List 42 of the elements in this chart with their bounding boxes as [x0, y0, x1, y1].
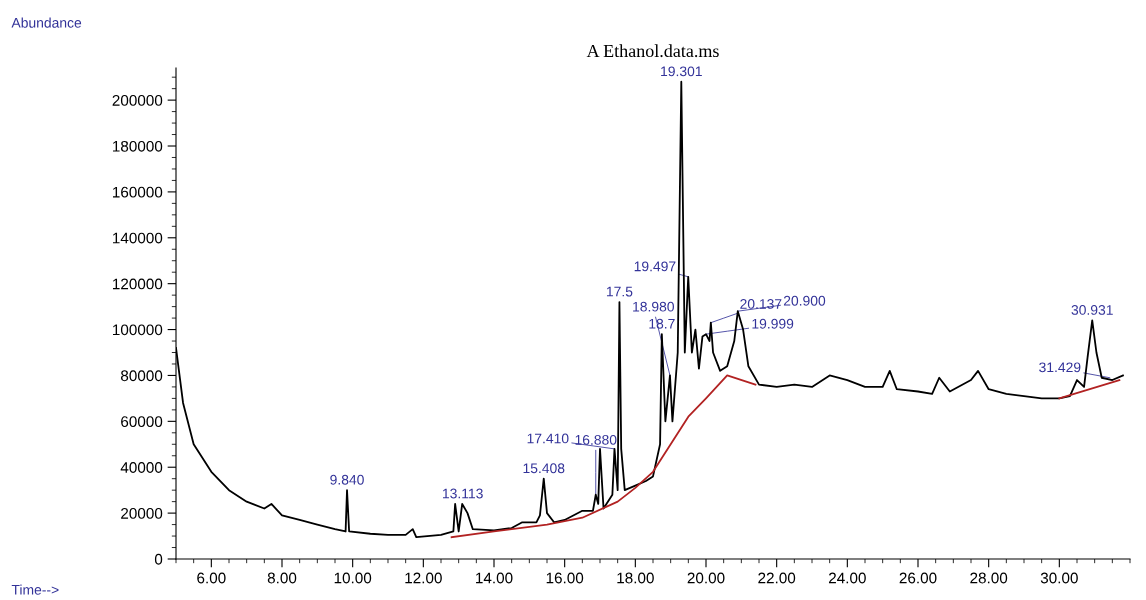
chart-title: A Ethanol.data.ms [586, 44, 719, 58]
annotation: 30.931 [1071, 305, 1113, 315]
annotation: 19.999 [752, 318, 794, 329]
x-tick-label: 22.00 [758, 572, 796, 584]
annotation: 17.410 [527, 433, 569, 444]
y-tick-label: 200000 [112, 94, 163, 106]
annotation: 20.900 [783, 295, 826, 306]
y-axis-title: Abundance [11, 17, 82, 28]
y-tick-label: 160000 [113, 186, 163, 198]
y-tick-label: 100000 [113, 324, 163, 336]
x-tick-label: 6.00 [197, 572, 226, 584]
annotation: 31.429 [1039, 362, 1081, 373]
annotation: 13.113 [442, 488, 483, 499]
y-tick-label: 80000 [120, 370, 163, 382]
x-tick-label: 28.00 [970, 572, 1008, 584]
x-tick-label: 8.00 [267, 572, 297, 584]
x-tick-label: 10.00 [334, 572, 372, 584]
y-tick-label: 0 [154, 553, 163, 565]
y-tick-label: 140000 [113, 232, 163, 244]
x-tick-label: 24.00 [828, 572, 866, 584]
annotation: 19.497 [634, 261, 676, 272]
annotation: 18.7 [649, 318, 675, 329]
x-tick-label: 18.00 [617, 572, 654, 584]
x-tick-label: 20.00 [687, 572, 725, 584]
x-tick-label: 12.00 [405, 572, 442, 584]
y-tick-label: 180000 [113, 140, 163, 152]
y-tick-label: 60000 [121, 416, 163, 428]
x-tick-label: 30.00 [1040, 572, 1078, 584]
annotation: 16.880 [575, 434, 617, 445]
annotation: 20.137 [740, 298, 782, 309]
annotation: 15.408 [523, 463, 565, 474]
annotation: 17.5 [606, 286, 633, 297]
x-tick-label: 16.00 [546, 572, 584, 584]
x-axis-title: Time--> [11, 584, 59, 595]
annotation: 19.301 [661, 66, 702, 77]
x-tick-label: 14.00 [476, 572, 513, 584]
y-tick-label: 40000 [120, 462, 163, 473]
annotation: 18.980 [633, 301, 674, 312]
y-tick-label: 120000 [113, 278, 163, 290]
x-tick-label: 26.00 [899, 572, 937, 584]
annotation: 9.840 [330, 474, 364, 485]
y-tick-label: 20000 [121, 507, 163, 519]
